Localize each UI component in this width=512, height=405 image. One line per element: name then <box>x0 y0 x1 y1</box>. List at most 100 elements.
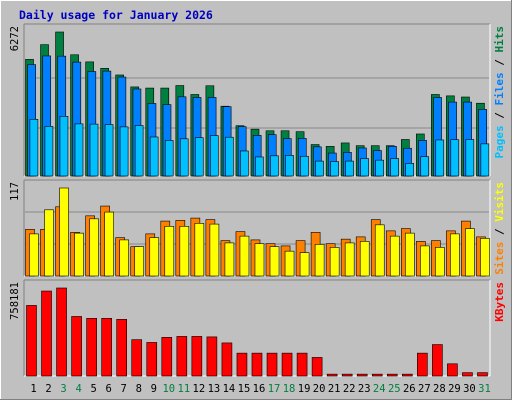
day-label: 17 <box>268 383 281 395</box>
day-label: 13 <box>208 383 221 395</box>
panel-2: 117 Sites / Visits <box>9 179 506 277</box>
bar-kbytes-day-26 <box>402 373 413 377</box>
day-label: 26 <box>403 383 416 395</box>
bar-pages-day-5 <box>89 123 99 177</box>
bar-kbytes-day-27 <box>417 352 428 377</box>
bar-kbytes-day-29 <box>447 363 458 377</box>
bar-kbytes-day-15 <box>236 352 248 377</box>
bar-pages-day-14 <box>225 136 234 177</box>
bar-visits-day-10 <box>164 226 175 277</box>
bar-visits-day-31 <box>480 238 490 277</box>
bar-visits-day-13 <box>209 223 220 277</box>
bar-pages-day-15 <box>240 150 249 177</box>
bar-pages-day-19 <box>300 155 309 177</box>
bar-pages-day-12 <box>194 137 204 177</box>
bar-visits-day-14 <box>224 242 235 277</box>
bar-pages-day-31 <box>480 143 490 177</box>
chart-title: Daily usage for January 2026 <box>19 8 213 22</box>
bar-pages-day-9 <box>149 136 159 177</box>
bar-kbytes-day-8 <box>131 339 143 377</box>
day-label: 27 <box>418 383 431 395</box>
bar-kbytes-day-11 <box>176 336 188 377</box>
bar-visits-day-9 <box>149 237 160 277</box>
bar-visits-day-7 <box>119 239 129 277</box>
bar-visits-day-1 <box>29 233 39 277</box>
bar-visits-day-29 <box>450 233 460 277</box>
day-label: 3 <box>60 383 66 395</box>
day-label: 30 <box>463 383 476 395</box>
day-label: 19 <box>298 383 311 395</box>
bar-kbytes-day-1 <box>26 305 37 377</box>
legend-separator: / <box>493 106 506 126</box>
day-label: 21 <box>328 383 341 395</box>
bar-kbytes-day-22 <box>341 373 353 377</box>
bar-pages-day-1 <box>29 118 39 177</box>
bar-kbytes-day-25 <box>386 373 398 377</box>
day-label: 24 <box>373 383 386 395</box>
bar-kbytes-day-10 <box>161 337 173 377</box>
panel-1: 6272 Pages / Files / Hits <box>9 23 506 177</box>
bar-kbytes-day-4 <box>71 316 82 377</box>
bar-pages-day-7 <box>119 126 129 177</box>
bar-kbytes-day-19 <box>296 352 308 377</box>
day-label: 29 <box>448 383 461 395</box>
bar-visits-day-15 <box>239 235 250 277</box>
axis-max-label: 6272 <box>9 26 21 51</box>
legend: Sites / Visits <box>493 182 506 275</box>
bar-kbytes-day-13 <box>206 336 218 377</box>
bar-kbytes-day-9 <box>146 342 158 377</box>
bar-visits-day-2 <box>44 209 54 277</box>
bar-visits-day-8 <box>134 246 145 277</box>
bar-visits-day-27 <box>420 245 430 277</box>
bar-kbytes-day-5 <box>86 318 97 377</box>
bar-pages-day-17 <box>270 155 279 177</box>
day-label: 15 <box>238 383 251 395</box>
bar-pages-day-21 <box>330 161 339 177</box>
chart-panels: 6272 Pages / Files / Hits 117 Sites / Visit… <box>9 23 506 377</box>
bar-pages-day-28 <box>435 139 445 177</box>
bar-visits-day-11 <box>179 226 190 277</box>
bar-visits-day-30 <box>465 228 475 277</box>
day-label: 10 <box>162 383 175 395</box>
bar-visits-day-23 <box>359 241 370 277</box>
axis-max-label: 758181 <box>9 282 21 320</box>
bar-visits-day-20 <box>314 244 325 277</box>
bar-visits-day-12 <box>194 223 205 277</box>
legend: Pages / Files / Hits <box>493 26 506 159</box>
bar-pages-day-8 <box>134 125 144 177</box>
legend-hits: Hits <box>493 26 506 53</box>
day-label: 11 <box>178 383 191 395</box>
bar-kbytes-day-14 <box>221 342 233 377</box>
bar-kbytes-day-31 <box>477 372 488 377</box>
legend-pages: Pages <box>493 125 506 158</box>
day-label: 7 <box>121 383 127 395</box>
day-label: 5 <box>90 383 96 395</box>
bar-pages-day-2 <box>44 126 54 177</box>
bar-kbytes-day-21 <box>326 373 338 377</box>
bar-pages-day-16 <box>255 156 264 177</box>
day-label: 12 <box>193 383 206 395</box>
day-label: 8 <box>136 383 142 395</box>
axis-max-label: 117 <box>9 182 21 201</box>
bar-kbytes-day-18 <box>281 352 293 377</box>
bar-visits-day-4 <box>74 232 84 277</box>
day-label: 20 <box>313 383 326 395</box>
bar-visits-day-6 <box>104 211 114 277</box>
bar-pages-day-23 <box>360 158 369 177</box>
day-label: 23 <box>358 383 371 395</box>
bar-pages-day-10 <box>164 140 174 177</box>
bar-kbytes-day-2 <box>41 290 52 377</box>
bar-pages-day-22 <box>345 160 354 177</box>
bar-kbytes-day-6 <box>101 318 112 377</box>
bar-kbytes-day-28 <box>432 344 443 377</box>
day-labels: 1 2 3 4 5 6 7 8 9 10 11 12 13 14 15 16 17 18 19 20 21 22 23 24 2… <box>30 383 490 395</box>
bar-kbytes-day-30 <box>462 372 473 377</box>
bar-pages-day-26 <box>405 163 415 177</box>
bar-visits-day-24 <box>374 224 385 277</box>
bar-pages-day-13 <box>209 135 219 177</box>
bar-pages-day-3 <box>59 116 69 177</box>
bar-kbytes-day-24 <box>371 373 383 377</box>
bar-pages-day-29 <box>450 139 460 177</box>
